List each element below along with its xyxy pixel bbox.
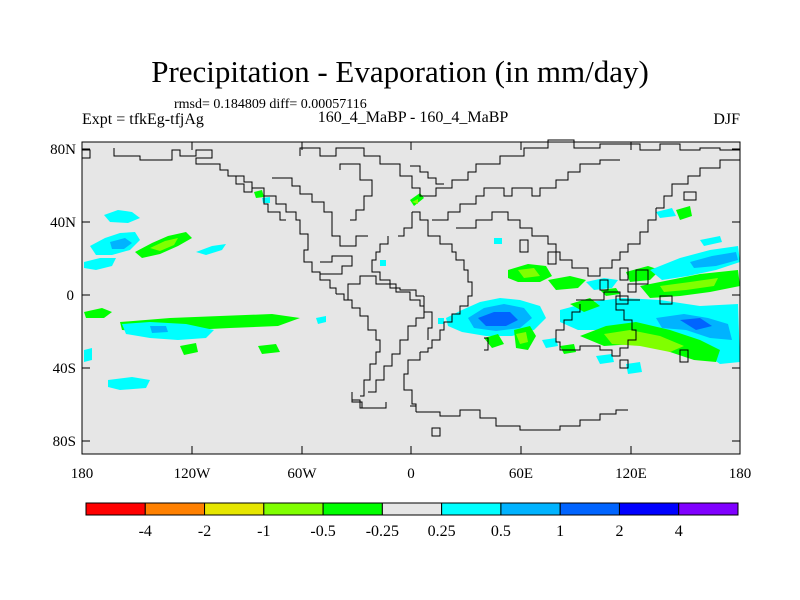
- patch-green: [254, 190, 264, 198]
- patch-green: [180, 343, 198, 355]
- patch-cyan: [316, 316, 326, 324]
- patch-green: [676, 206, 692, 220]
- colorbar-box: [144, 502, 206, 516]
- anomaly-patches: [84, 190, 740, 390]
- patch-cyan: [104, 210, 140, 223]
- colorbar-label: 4: [675, 523, 683, 540]
- map-panel: 80N 40N 0 40S 80S 180 120W 60W 0 60E 120…: [50, 139, 752, 482]
- lon-label-60e: 60E: [509, 466, 533, 482]
- patch-cyan: [586, 278, 618, 290]
- patch-blue: [110, 238, 132, 249]
- colorbar-label: 0.25: [428, 523, 456, 540]
- coastlines: [82, 139, 740, 437]
- colorbar-box: [322, 502, 383, 516]
- patch-cyan: [596, 354, 614, 364]
- patch-lightgreen: [516, 332, 528, 344]
- colorbar-label: 2: [615, 523, 623, 540]
- lon-label-120w: 120W: [174, 466, 212, 482]
- colorbar-label: -0.25: [366, 523, 399, 540]
- patch-cyan: [626, 362, 642, 374]
- colorbar-label: 1: [556, 523, 564, 540]
- map-background: [82, 142, 740, 454]
- patch-cyan: [108, 377, 150, 390]
- colorbar-label: 0.5: [491, 523, 511, 540]
- patch-green: [258, 344, 280, 354]
- lon-axis: [81, 142, 741, 454]
- colorbar-box: [263, 502, 324, 516]
- plot-title: Precipitation - Evaporation (in mm/day): [151, 54, 649, 89]
- patch-cyan: [494, 238, 502, 244]
- period-label: 160_4_MaBP - 160_4_MaBP: [317, 109, 509, 126]
- lat-label-40s: 40S: [53, 361, 76, 377]
- lat-label-80n: 80N: [50, 142, 76, 158]
- colorbar-box: [204, 502, 265, 516]
- patch-blue: [150, 326, 168, 333]
- colorbar-box: [559, 502, 620, 516]
- patch-green: [84, 308, 112, 318]
- lon-label-0: 0: [407, 466, 415, 482]
- lon-label-180e: 180: [729, 466, 752, 482]
- lat-label-40n: 40N: [50, 215, 76, 231]
- patch-cyan: [262, 197, 270, 203]
- patch-lightgreen: [660, 278, 718, 292]
- colorbar-box: [678, 502, 739, 516]
- patch-cyan: [196, 244, 226, 255]
- patch-cyan: [656, 208, 676, 218]
- lat-label-80s: 80S: [53, 434, 76, 450]
- lat-axis: [82, 148, 740, 442]
- experiment-label: Expt = tfkEg-tfjAg: [82, 111, 204, 128]
- lon-label-180w: 180: [71, 466, 94, 482]
- patch-darkblue: [680, 318, 712, 330]
- patch-cyan: [122, 322, 214, 340]
- patch-lightgreen: [412, 199, 418, 204]
- colorbar-box: [381, 502, 443, 516]
- patch-cyan: [84, 348, 92, 362]
- colorbar-label: -2: [198, 523, 211, 540]
- colorbar-label: -0.5: [310, 523, 335, 540]
- lon-label-60w: 60W: [287, 466, 317, 482]
- patch-cyan: [380, 260, 386, 266]
- colorbar-box: [441, 502, 502, 516]
- colorbar: -4 -2 -1 -0.5 -0.25 0.25 0.5 1 2 4: [85, 502, 739, 540]
- patch-blue: [690, 252, 738, 268]
- patch-lightgreen: [150, 238, 178, 251]
- colorbar-label: -4: [139, 523, 152, 540]
- patch-green: [560, 344, 576, 354]
- patch-lightgreen: [518, 268, 540, 278]
- patch-green: [570, 298, 600, 312]
- lon-label-120e: 120E: [615, 466, 647, 482]
- colorbar-box: [85, 502, 146, 516]
- patch-cyan: [438, 318, 444, 324]
- patch-green: [484, 334, 504, 348]
- season-label: DJF: [713, 111, 740, 128]
- colorbar-label: -1: [257, 523, 270, 540]
- lat-label-0: 0: [67, 288, 75, 304]
- patch-lightgreen: [604, 330, 684, 352]
- colorbar-box: [618, 502, 680, 516]
- statistics-label: rmsd= 0.184809 diff= 0.00057116: [174, 97, 367, 112]
- patch-cyan: [542, 338, 558, 348]
- colorbar-box: [500, 502, 561, 516]
- patch-green: [548, 276, 586, 290]
- patch-cyan: [700, 236, 722, 246]
- patch-darkblue: [478, 312, 518, 326]
- patch-cyan: [84, 258, 116, 270]
